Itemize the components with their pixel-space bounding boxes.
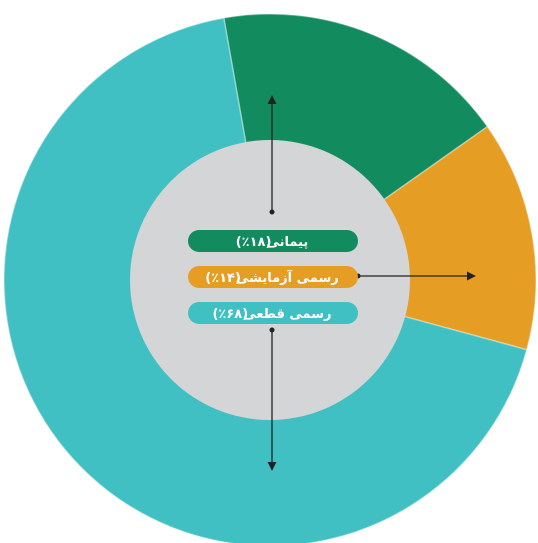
- legend: پیمانی(۱۸٪) رسمی آزمایشی(۱۴٪) رسمی قطعی(۶۸…: [188, 230, 358, 324]
- value-label: (۶۸٪): [212, 307, 248, 322]
- arrow-dot: [269, 327, 275, 333]
- legend-label: رسمی آزمایشی(۱۴٪): [205, 269, 339, 286]
- category-name: رسمی آزمایشی: [236, 269, 339, 286]
- value-label: (۱۴٪): [205, 271, 241, 286]
- legend-label: پیمانی(۱۸٪): [236, 235, 309, 250]
- legend-pill: [188, 266, 358, 288]
- value-label: (۱۸٪): [236, 235, 272, 250]
- legend-pill: [188, 302, 358, 324]
- legend-label: رسمی قطعی(۶۸٪): [212, 307, 331, 322]
- legend-pill: [188, 230, 358, 252]
- category-name: رسمی قطعی: [243, 307, 331, 322]
- slices: [3, 13, 537, 543]
- arrow-dot: [269, 209, 275, 215]
- category-name: پیمانی: [266, 235, 308, 250]
